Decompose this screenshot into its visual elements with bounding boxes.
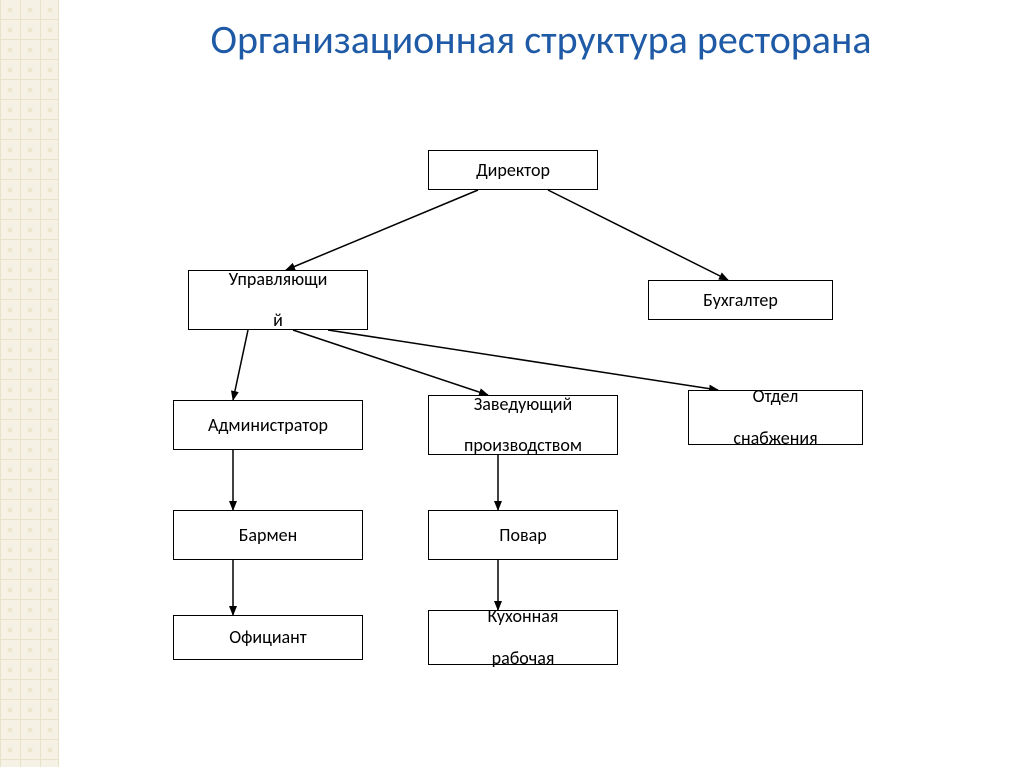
org-node-supply: Отделснабжения bbox=[688, 390, 863, 445]
org-node-barman: Бармен bbox=[173, 510, 363, 560]
org-node-prodhead: Заведующийпроизводством bbox=[428, 395, 618, 455]
page-title: Организационная структура ресторана bbox=[58, 16, 1024, 63]
org-node-admin: Администратор bbox=[173, 400, 363, 450]
org-node-kitchen: Кухоннаярабочая bbox=[428, 610, 618, 665]
org-node-cook: Повар bbox=[428, 510, 618, 560]
edge-manager-to-prodhead bbox=[293, 330, 488, 395]
edge-director-to-manager bbox=[286, 190, 478, 270]
sidebar-pattern bbox=[0, 0, 59, 767]
org-node-waiter: Официант bbox=[173, 615, 363, 660]
org-node-manager: Управляющий bbox=[188, 270, 368, 330]
org-node-accountant: Бухгалтер bbox=[648, 280, 833, 320]
org-node-director: Директор bbox=[428, 150, 598, 190]
edge-manager-to-admin bbox=[233, 330, 248, 400]
edge-manager-to-supply bbox=[328, 330, 718, 390]
org-chart-diagram: Директор Управляющий Бухгалтер Администрато… bbox=[58, 140, 1024, 760]
edge-director-to-accountant bbox=[548, 190, 728, 280]
